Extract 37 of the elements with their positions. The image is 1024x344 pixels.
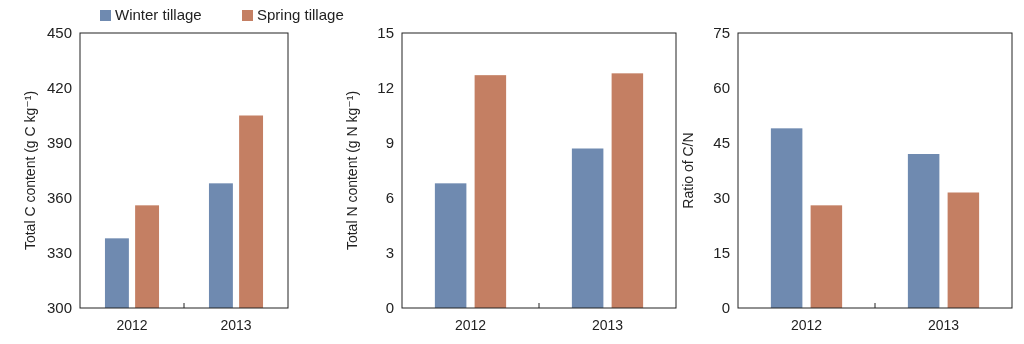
y-tick-label: 12 — [377, 79, 394, 97]
x-tick-label: 2012 — [454, 317, 487, 333]
y-tick-label: 420 — [46, 79, 72, 97]
y-tick-label: 0 — [721, 299, 730, 317]
y-tick-label: 75 — [713, 24, 730, 42]
y-axis-title: Ratio of C/N — [680, 132, 696, 209]
y-tick-label: 9 — [385, 134, 394, 152]
x-tick-label: 2013 — [591, 317, 624, 333]
bar — [810, 205, 843, 308]
y-tick-label: 0 — [385, 299, 394, 317]
y-tick-label: 330 — [46, 244, 72, 262]
bar — [434, 183, 467, 308]
y-axis-title: Total C content (g C kg⁻¹) — [22, 90, 38, 251]
bar — [611, 73, 644, 308]
legend-label: Winter tillage — [115, 6, 202, 23]
x-tick-label: 2013 — [220, 317, 252, 333]
y-tick-label: 3 — [385, 244, 394, 262]
bar — [474, 75, 507, 308]
x-tick-label: 2012 — [116, 317, 148, 333]
bar — [571, 148, 604, 308]
y-tick-label: 15 — [713, 244, 730, 262]
y-tick-label: 6 — [385, 189, 394, 207]
x-tick-label: 2013 — [927, 317, 960, 333]
legend-label: Spring tillage — [257, 6, 344, 23]
bar — [947, 192, 980, 308]
bar — [907, 154, 940, 308]
y-tick-label: 450 — [46, 24, 72, 42]
y-tick-label: 45 — [713, 134, 730, 152]
y-tick-label: 15 — [377, 24, 394, 42]
y-tick-label: 60 — [713, 79, 730, 97]
y-tick-label: 300 — [46, 299, 72, 317]
y-tick-label: 30 — [713, 189, 730, 207]
y-tick-label: 390 — [46, 134, 72, 152]
y-axis-title: Total N content (g N kg⁻¹) — [344, 90, 360, 251]
y-tick-label: 360 — [46, 189, 72, 207]
bar — [770, 128, 803, 308]
x-tick-label: 2012 — [790, 317, 823, 333]
